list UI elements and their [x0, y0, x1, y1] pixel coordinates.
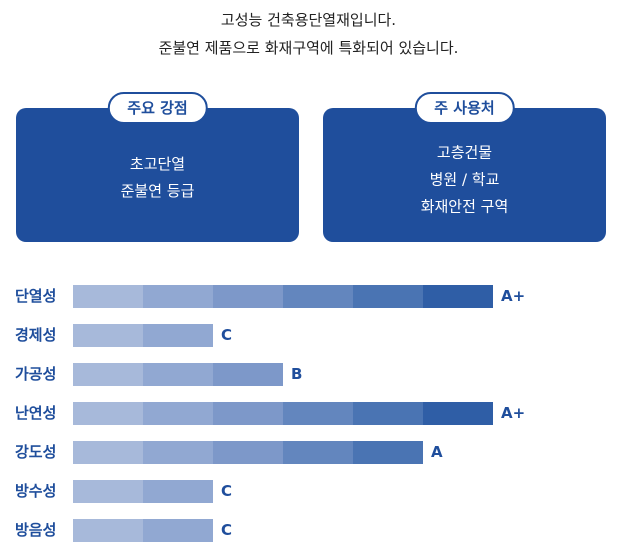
rating-grade: A	[431, 443, 443, 461]
rating-grade: B	[291, 365, 303, 383]
intro-line-2: 준불연 제품으로 화재구역에 특화되어 있습니다.	[158, 39, 459, 57]
strength-item: 준불연 등급	[120, 182, 195, 201]
rating-bar-segment	[73, 402, 143, 425]
usage-card: 주 사용처 고층건물 병원 / 학교 화재안전 구역	[323, 92, 606, 242]
rating-bar-segment	[213, 285, 283, 308]
rating-grade: A+	[501, 404, 526, 422]
rating-label: 난연성	[15, 404, 57, 422]
strengths-card: 주요 강점 초고단열 준불연 등급	[16, 92, 299, 242]
usage-card-title: 주 사용처	[414, 92, 515, 124]
rating-grade: C	[221, 326, 233, 344]
rating-label: 경제성	[15, 326, 57, 344]
rating-bar-segment	[143, 441, 213, 464]
rating-bar	[73, 480, 213, 503]
rating-bar-segment	[73, 519, 143, 542]
strengths-card-title: 주요 강점	[107, 92, 208, 124]
rating-bar-segment	[143, 519, 213, 542]
rating-grade: C	[221, 482, 233, 500]
rating-row: 단열성 A+	[0, 283, 617, 309]
rating-bar-segment	[213, 402, 283, 425]
rating-row: 방수성 C	[0, 478, 617, 504]
rating-bar-segment	[143, 402, 213, 425]
strength-item: 초고단열	[129, 155, 186, 174]
rating-bar	[73, 285, 493, 308]
rating-bar-segment	[73, 285, 143, 308]
rating-bar-segment	[213, 441, 283, 464]
rating-bar-segment	[423, 402, 493, 425]
rating-row: 가공성 B	[0, 361, 617, 387]
rating-row: 난연성 A+	[0, 400, 617, 426]
rating-bar-segment	[353, 285, 423, 308]
rating-bar-segment	[143, 480, 213, 503]
rating-bar	[73, 402, 493, 425]
rating-bar	[73, 363, 283, 386]
rating-bar-segment	[143, 324, 213, 347]
strengths-list: 초고단열 준불연 등급	[16, 151, 299, 205]
rating-label: 방수성	[15, 482, 57, 500]
rating-label: 단열성	[15, 287, 57, 305]
rating-row: 경제성 C	[0, 322, 617, 348]
rating-grade: C	[221, 521, 233, 539]
rating-bar-segment	[423, 285, 493, 308]
rating-bar-segment	[283, 402, 353, 425]
rating-bar-segment	[73, 480, 143, 503]
rating-bar-segment	[353, 402, 423, 425]
rating-bar-segment	[73, 363, 143, 386]
rating-bar-segment	[283, 285, 353, 308]
usage-item: 화재안전 구역	[420, 197, 509, 216]
rating-bar-segment	[73, 441, 143, 464]
rating-bar-segment	[283, 441, 353, 464]
rating-bar-segment	[353, 441, 423, 464]
rating-bar	[73, 441, 423, 464]
rating-bar-segment	[143, 363, 213, 386]
rating-grade: A+	[501, 287, 526, 305]
rating-label: 방음성	[15, 521, 57, 539]
rating-bar-segment	[143, 285, 213, 308]
rating-bar-segment	[73, 324, 143, 347]
rating-bar	[73, 324, 213, 347]
usage-list: 고층건물 병원 / 학교 화재안전 구역	[323, 139, 606, 220]
usage-item: 병원 / 학교	[429, 170, 500, 189]
intro-text: 고성능 건축용단열재입니다. 준불연 제품으로 화재구역에 특화되어 있습니다.	[0, 6, 617, 62]
intro-line-1: 고성능 건축용단열재입니다.	[220, 11, 397, 29]
rating-row: 방음성 C	[0, 517, 617, 543]
rating-bar-segment	[213, 363, 283, 386]
rating-label: 강도성	[15, 443, 57, 461]
rating-label: 가공성	[15, 365, 57, 383]
rating-row: 강도성 A	[0, 439, 617, 465]
usage-item: 고층건물	[436, 143, 493, 162]
rating-bar	[73, 519, 213, 542]
